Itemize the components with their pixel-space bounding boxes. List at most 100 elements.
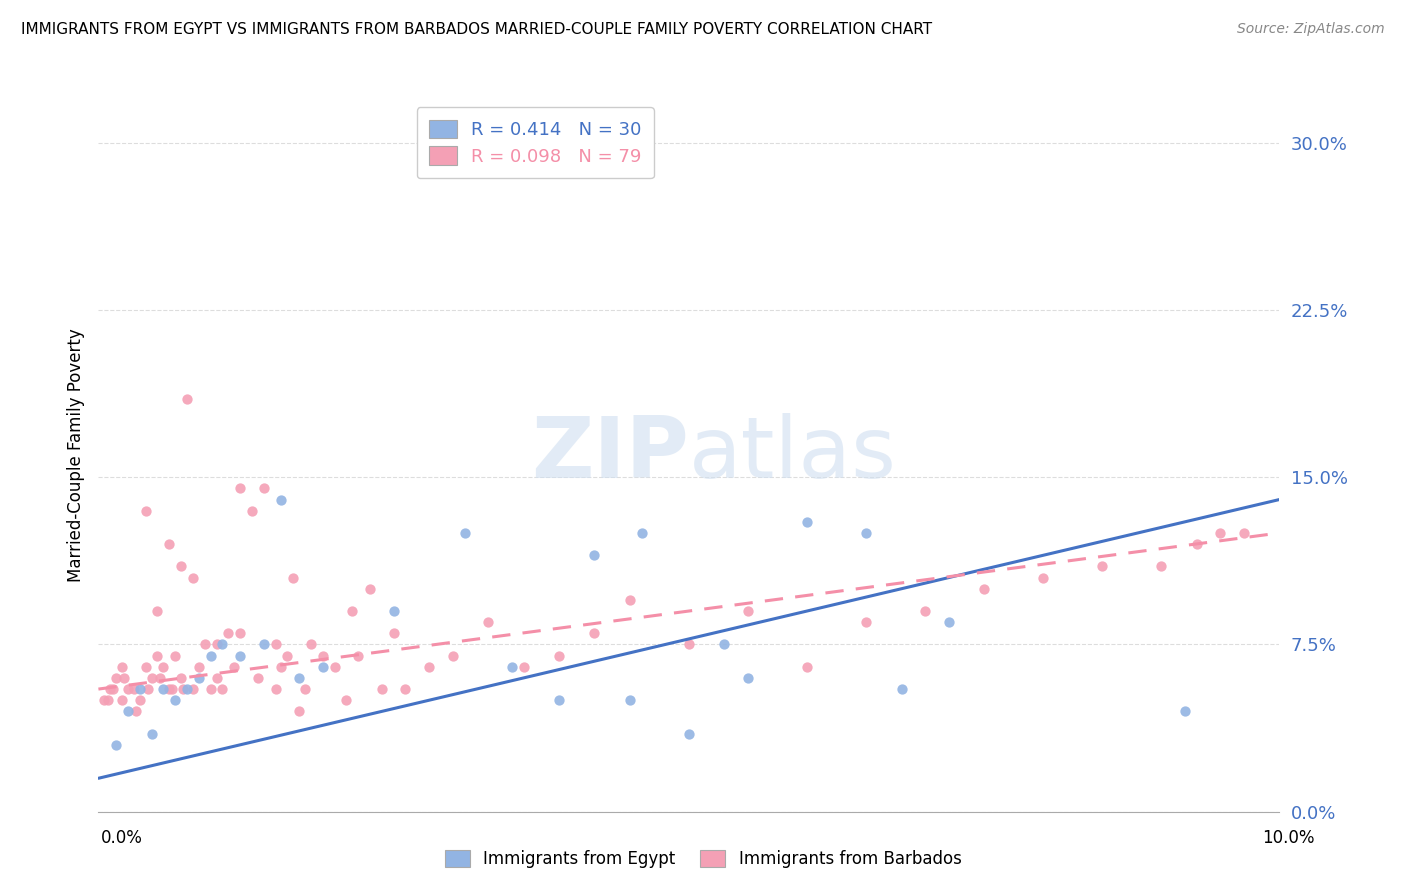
Point <box>619 693 641 707</box>
Point <box>160 681 183 696</box>
Point <box>111 693 134 707</box>
Point <box>93 693 115 707</box>
Point <box>583 548 606 563</box>
Point <box>194 637 217 651</box>
Point <box>240 503 263 517</box>
Text: atlas: atlas <box>689 413 897 497</box>
Point <box>973 582 995 596</box>
Point <box>211 637 233 651</box>
Point <box>323 660 346 674</box>
Point <box>1209 526 1232 541</box>
Point <box>176 681 198 696</box>
Point <box>205 671 228 685</box>
Point <box>359 582 381 596</box>
Point <box>205 637 228 651</box>
Text: Source: ZipAtlas.com: Source: ZipAtlas.com <box>1237 22 1385 37</box>
Text: 10.0%: 10.0% <box>1263 829 1315 847</box>
Point <box>276 648 298 663</box>
Point <box>128 681 150 696</box>
Point <box>890 681 912 696</box>
Point <box>512 660 534 674</box>
Point <box>453 526 475 541</box>
Point <box>1174 705 1197 719</box>
Point <box>342 604 364 618</box>
Point <box>181 681 204 696</box>
Point <box>264 637 287 651</box>
Point <box>122 681 145 696</box>
Point <box>270 660 292 674</box>
Point <box>371 681 394 696</box>
Point <box>200 681 222 696</box>
Point <box>737 604 759 618</box>
Point <box>229 482 252 496</box>
Point <box>181 571 204 585</box>
Point <box>105 671 128 685</box>
Point <box>170 559 193 574</box>
Text: IMMIGRANTS FROM EGYPT VS IMMIGRANTS FROM BARBADOS MARRIED-COUPLE FAMILY POVERTY : IMMIGRANTS FROM EGYPT VS IMMIGRANTS FROM… <box>21 22 932 37</box>
Point <box>136 681 159 696</box>
Point <box>477 615 499 630</box>
Text: ZIP: ZIP <box>531 413 689 497</box>
Point <box>382 626 405 640</box>
Point <box>135 503 157 517</box>
Point <box>548 648 571 663</box>
Point <box>737 671 759 685</box>
Point <box>229 648 252 663</box>
Point <box>117 681 139 696</box>
Point <box>141 726 163 740</box>
Point <box>146 648 169 663</box>
Point <box>283 571 305 585</box>
Point <box>165 648 187 663</box>
Point <box>1233 526 1256 541</box>
Point <box>224 660 246 674</box>
Point <box>299 637 322 651</box>
Point <box>176 392 198 407</box>
Point <box>713 637 735 651</box>
Y-axis label: Married-Couple Family Poverty: Married-Couple Family Poverty <box>66 328 84 582</box>
Point <box>270 492 292 507</box>
Point <box>678 637 700 651</box>
Point <box>441 648 464 663</box>
Point <box>157 681 180 696</box>
Point <box>211 681 233 696</box>
Point <box>135 660 157 674</box>
Point <box>253 482 276 496</box>
Legend: Immigrants from Egypt, Immigrants from Barbados: Immigrants from Egypt, Immigrants from B… <box>437 843 969 875</box>
Point <box>253 637 276 651</box>
Point <box>149 671 172 685</box>
Point <box>117 705 139 719</box>
Point <box>678 726 700 740</box>
Point <box>152 660 174 674</box>
Point <box>583 626 606 640</box>
Point <box>548 693 571 707</box>
Point <box>294 681 316 696</box>
Point <box>382 604 405 618</box>
Legend: R = 0.414   N = 30, R = 0.098   N = 79: R = 0.414 N = 30, R = 0.098 N = 79 <box>416 107 654 178</box>
Point <box>187 671 209 685</box>
Point <box>217 626 239 640</box>
Point <box>125 705 148 719</box>
Point <box>796 660 818 674</box>
Point <box>312 660 335 674</box>
Point <box>141 671 163 685</box>
Point <box>855 615 877 630</box>
Point <box>165 693 187 707</box>
Point <box>914 604 936 618</box>
Point <box>335 693 357 707</box>
Point <box>146 604 169 618</box>
Point <box>394 681 416 696</box>
Point <box>1150 559 1173 574</box>
Point <box>1185 537 1208 551</box>
Text: 0.0%: 0.0% <box>101 829 143 847</box>
Point <box>152 681 174 696</box>
Point <box>98 681 121 696</box>
Point <box>112 671 135 685</box>
Point <box>288 705 311 719</box>
Point <box>97 693 120 707</box>
Point <box>501 660 523 674</box>
Point <box>200 648 222 663</box>
Point <box>128 693 150 707</box>
Point <box>264 681 287 696</box>
Point <box>157 537 180 551</box>
Point <box>796 515 818 529</box>
